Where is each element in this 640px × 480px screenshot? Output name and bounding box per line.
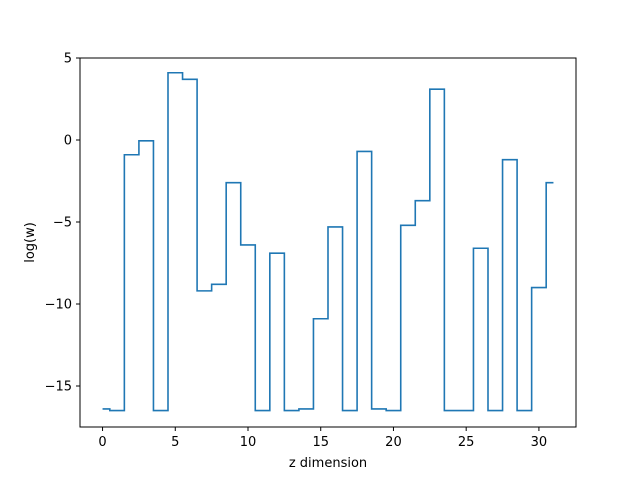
y-axis-label: log(w): [23, 222, 38, 263]
plot-area-frame: [79, 57, 577, 428]
x-tick-label: 15: [312, 435, 329, 450]
x-tick-label: 25: [458, 435, 475, 450]
x-tick-label: 30: [531, 435, 548, 450]
x-tick-label: 20: [385, 435, 402, 450]
series-layer: [102, 71, 554, 412]
y-tick-label: −5: [53, 216, 72, 231]
x-tick-label: 5: [171, 435, 179, 450]
y-tick-label: −10: [45, 298, 72, 313]
y-axis-ticks: −15 −10 −5 0 5: [45, 52, 80, 395]
x-axis-ticks: 0 5 10 15 20 25 30: [98, 427, 547, 450]
y-tick-label: 5: [64, 52, 72, 67]
series-line-0: [102, 71, 554, 412]
x-tick-label: 0: [98, 435, 106, 450]
y-tick-label: −15: [45, 380, 72, 395]
y-tick-label: 0: [64, 134, 72, 149]
x-tick-label: 10: [240, 435, 257, 450]
x-axis-label: z dimension: [289, 456, 367, 471]
